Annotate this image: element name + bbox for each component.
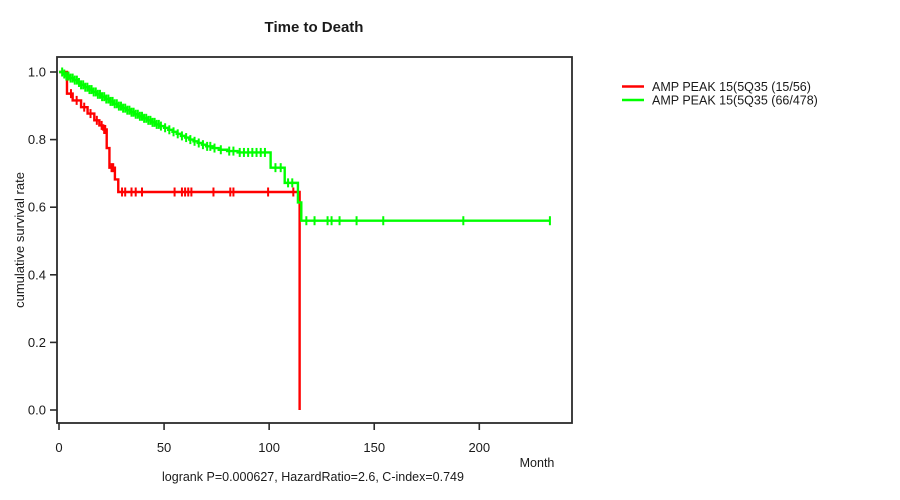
x-axis-label: Month xyxy=(520,456,555,470)
y-tick-label: 1.0 xyxy=(28,65,46,80)
y-tick-label: 0.6 xyxy=(28,200,46,215)
x-tick-label: 150 xyxy=(363,440,385,455)
chart-title: Time to Death xyxy=(265,19,364,36)
x-tick-label: 50 xyxy=(157,440,171,455)
legend-label-green: AMP PEAK 15(5Q35 (66/478) xyxy=(652,94,818,108)
y-tick-label: 0.2 xyxy=(28,335,46,350)
legend: AMP PEAK 15(5Q35 (15/56) AMP PEAK 15(5Q3… xyxy=(622,80,818,108)
y-axis-label: cumulative survival rate xyxy=(12,172,27,308)
survival-curve-1 xyxy=(59,70,550,222)
survival-curve-0 xyxy=(59,70,301,410)
x-tick-label: 200 xyxy=(468,440,490,455)
survival-curves xyxy=(59,67,551,410)
censor-marks-0 xyxy=(69,89,295,197)
censor-marks-1 xyxy=(61,67,551,226)
stats-footer: logrank P=0.000627, HazardRatio=2.6, C-i… xyxy=(162,470,464,484)
y-tick-label: 0.8 xyxy=(28,132,46,147)
y-tick-label: 0.4 xyxy=(28,267,46,282)
y-tick-label: 0.0 xyxy=(28,403,46,418)
legend-label-red: AMP PEAK 15(5Q35 (15/56) xyxy=(652,80,811,94)
x-tick-label: 100 xyxy=(258,440,280,455)
plot-box xyxy=(56,56,573,424)
axes: 0 50 100 150 200 0.0 0.2 0.4 0.6 0.8 1.0 xyxy=(28,65,490,456)
x-tick-label: 0 xyxy=(55,440,62,455)
